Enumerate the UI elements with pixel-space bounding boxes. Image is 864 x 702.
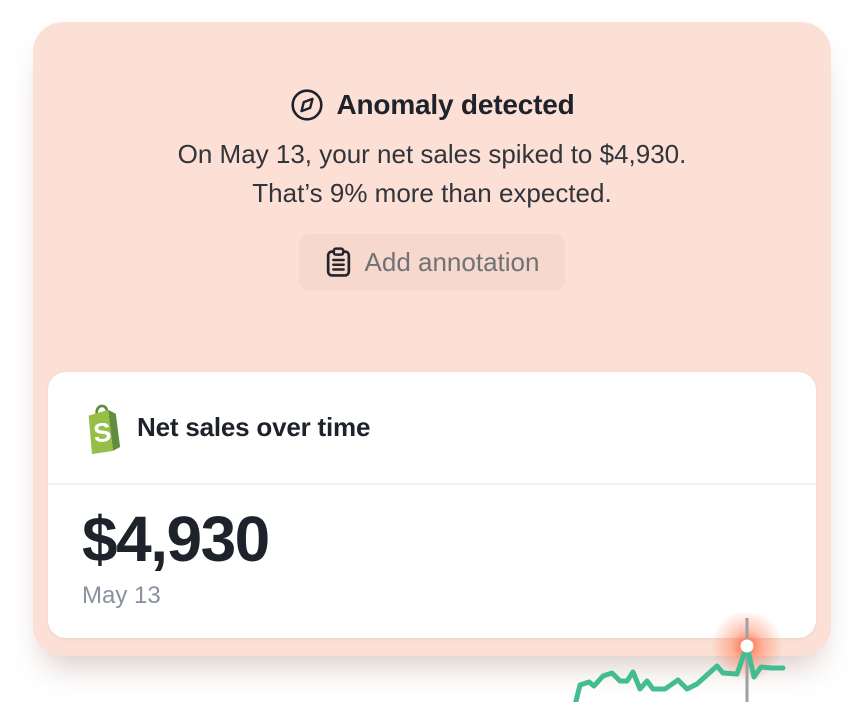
net-sales-card-body: $4,930 May 13	[48, 485, 816, 702]
anomaly-message-line2: That’s 9% more than expected.	[252, 178, 612, 208]
shopify-logo-icon: S	[88, 404, 121, 455]
anomaly-message-line1: On May 13, your net sales spiked to $4,9…	[177, 139, 687, 169]
clipboard-icon	[326, 247, 350, 277]
add-annotation-label: Add annotation	[364, 247, 540, 277]
add-annotation-button[interactable]: Add annotation	[298, 234, 566, 291]
anomaly-dot	[740, 639, 754, 653]
anomaly-title: Anomaly detected	[336, 89, 575, 120]
compass-icon	[290, 89, 323, 121]
net-sales-card-header: S Net sales over time	[48, 372, 816, 485]
svg-text:S: S	[92, 417, 113, 449]
net-sales-value: $4,930	[82, 503, 270, 575]
net-sales-card-title: Net sales over time	[137, 412, 371, 442]
anomaly-heading: Anomaly detected	[33, 88, 831, 122]
net-sales-date: May 13	[82, 582, 161, 609]
net-sales-sparkline	[573, 613, 786, 702]
anomaly-message: On May 13, your net sales spiked to $4,9…	[33, 135, 831, 213]
anomaly-banner: Anomaly detected On May 13, your net sal…	[33, 22, 831, 702]
net-sales-card: S Net sales over time $4,930 May 13	[48, 372, 816, 702]
